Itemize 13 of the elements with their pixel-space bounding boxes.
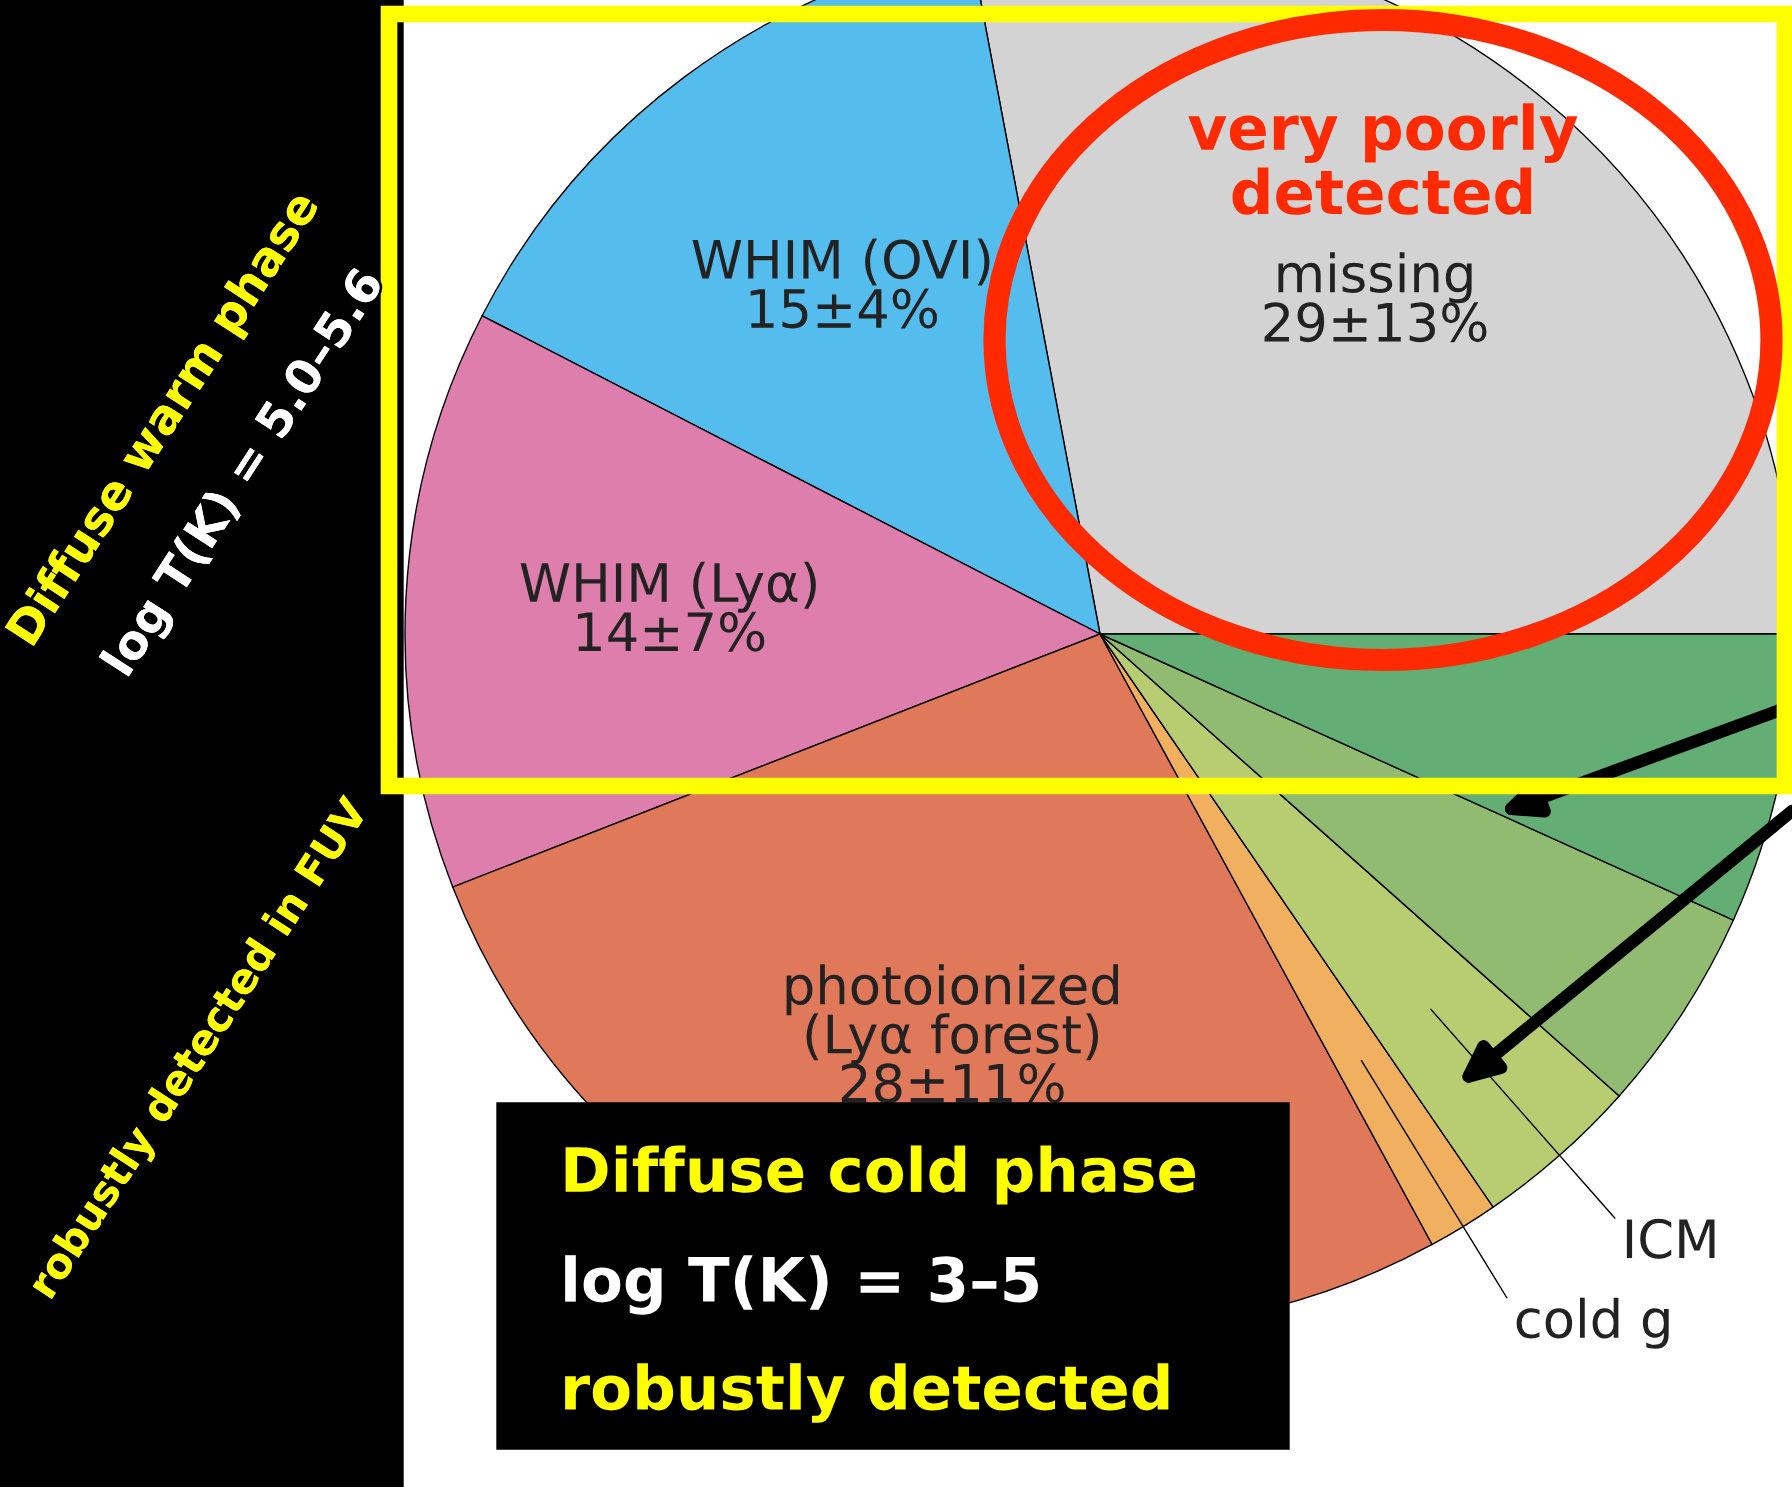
- data-label: 15±4%: [750, 288, 938, 329]
- slice-label: WHIM (OVI): [692, 238, 990, 286]
- slice-label: WHIM (Lyα): [520, 561, 816, 613]
- slice-label: cold g: [1516, 1297, 1669, 1349]
- slice-label: ICM: [1626, 1218, 1715, 1259]
- data-label: 28±11%: [841, 1063, 1064, 1104]
- slice-label: missing: [1278, 252, 1472, 304]
- text: log T(K) = 3–5: [565, 1255, 1038, 1315]
- text: very poorly detected: [1188, 103, 1578, 215]
- data-label: 14±7%: [577, 611, 765, 652]
- text: Diffuse cold phase: [565, 1145, 1195, 1205]
- text: robustly detected: [565, 1363, 1169, 1423]
- data-label: 29±13%: [1264, 302, 1487, 343]
